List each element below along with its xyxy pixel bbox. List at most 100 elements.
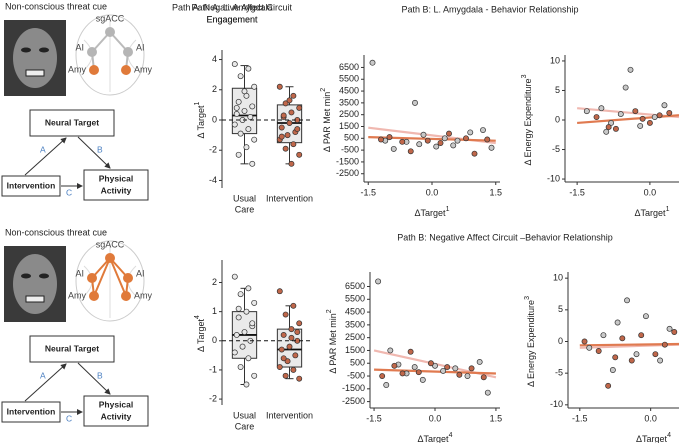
data-point	[286, 120, 293, 126]
data-point	[288, 334, 295, 341]
data-point	[282, 311, 289, 318]
data-point	[296, 375, 303, 382]
flow-diagram: Neural Target Intervention Physical Acti…	[1, 335, 149, 427]
data-point	[657, 357, 664, 364]
data-point	[231, 349, 238, 356]
data-point	[231, 273, 238, 280]
data-point	[480, 374, 487, 381]
data-point	[614, 319, 621, 326]
y-tick-label: 3500	[339, 97, 359, 107]
data-point	[251, 372, 258, 379]
data-point	[463, 135, 469, 142]
axis-label-text: Δ PAR Met min	[322, 92, 332, 152]
data-point	[411, 364, 418, 371]
data-point	[651, 114, 658, 120]
data-point	[593, 114, 600, 120]
x-tick-label: 1.5	[489, 187, 502, 197]
y-tick-label: 10	[550, 55, 560, 65]
axis-label-superscript: 1	[446, 206, 450, 213]
data-point	[419, 376, 426, 383]
node-label: AI	[75, 268, 84, 278]
data-point	[661, 341, 668, 348]
data-point	[288, 109, 295, 116]
data-point	[290, 92, 297, 99]
flow-diagram: Neural Target Intervention Physical Acti…	[1, 109, 149, 201]
data-point	[282, 372, 289, 379]
axis-label-text: ΔTarget	[635, 208, 667, 218]
data-point	[484, 389, 491, 396]
axis-label: Δ Target1	[194, 101, 207, 138]
y-tick-label: 10	[553, 273, 563, 283]
data-point	[280, 355, 287, 362]
data-point	[639, 115, 646, 122]
data-point	[612, 354, 619, 361]
data-point	[282, 100, 289, 107]
y-tick-label: -5	[552, 144, 560, 154]
y-tick-label: 6500	[345, 281, 365, 291]
data-point	[464, 373, 471, 379]
data-point	[245, 355, 252, 362]
data-point	[622, 84, 629, 91]
x-tick-label: 0.0	[426, 187, 439, 197]
axis-label-superscript: 4	[667, 432, 671, 439]
data-point	[249, 103, 256, 110]
x-tick-label: -1.5	[360, 187, 376, 197]
data-point	[638, 332, 645, 339]
data-point	[471, 150, 478, 157]
node-label: Neural Target	[45, 117, 99, 127]
data-point	[280, 112, 287, 119]
axis-label-superscript: 3	[521, 74, 528, 78]
data-point	[369, 59, 376, 66]
left-panel: Non-conscious threat cue sgACC AI AI Amy…	[1, 227, 153, 427]
node-label: AI	[136, 42, 145, 52]
data-point	[386, 134, 393, 141]
data-point	[286, 343, 293, 350]
data-point	[231, 121, 238, 128]
data-point	[245, 65, 252, 72]
chart-title: Engagement	[206, 14, 258, 24]
axis-label: Δ Energy Expenditure3	[524, 296, 537, 387]
data-point	[391, 362, 398, 369]
data-point	[375, 278, 382, 285]
data-point	[231, 61, 238, 68]
data-point	[387, 347, 394, 354]
row-title: Path B: Negative Affect Circuit –Behavio…	[397, 232, 612, 242]
data-point	[624, 297, 630, 304]
data-point	[278, 133, 285, 140]
face	[4, 20, 66, 96]
y-tick-label: 500	[344, 133, 359, 143]
left-panel: Non-conscious threat cue sgACC AI AI Amy…	[1, 1, 153, 201]
data-point	[237, 364, 244, 370]
brain: sgACC AI AI Amy Amy	[68, 13, 153, 96]
data-point	[444, 364, 451, 371]
data-point	[243, 308, 250, 315]
x-tick-label: 1.5	[490, 413, 503, 423]
data-point	[612, 125, 619, 132]
y-tick-label: 0	[212, 114, 217, 124]
data-point	[235, 305, 242, 312]
y-tick-label: 1500	[339, 121, 359, 131]
data-point	[581, 338, 588, 345]
chart-title: Engagement	[206, 14, 258, 24]
axis-label-text: Δ Energy Expenditure	[523, 78, 533, 165]
row-title: Path B: L. Amygdala - Behavior Relations…	[401, 4, 578, 14]
data-point	[484, 136, 491, 143]
y-tick-label: -1500	[342, 383, 365, 393]
axis-label: Δ Energy Expenditure3	[521, 74, 534, 165]
axis-label-superscript: 2	[326, 309, 333, 313]
data-point	[288, 326, 295, 333]
data-point	[595, 348, 602, 354]
y-tick-label: -2500	[342, 396, 365, 406]
y-tick-label: 6500	[339, 62, 359, 72]
data-point	[603, 128, 610, 135]
path-label: B	[97, 370, 103, 380]
y-tick-label: 5	[555, 85, 560, 95]
node-label: Neural Target	[45, 343, 99, 353]
x-tick-label: Care	[235, 421, 255, 431]
y-tick-label: 2	[212, 277, 217, 287]
data-point	[619, 335, 626, 342]
data-point	[427, 360, 434, 367]
axis-label: Δ PAR Met min2	[320, 88, 333, 152]
data-point	[237, 291, 244, 298]
